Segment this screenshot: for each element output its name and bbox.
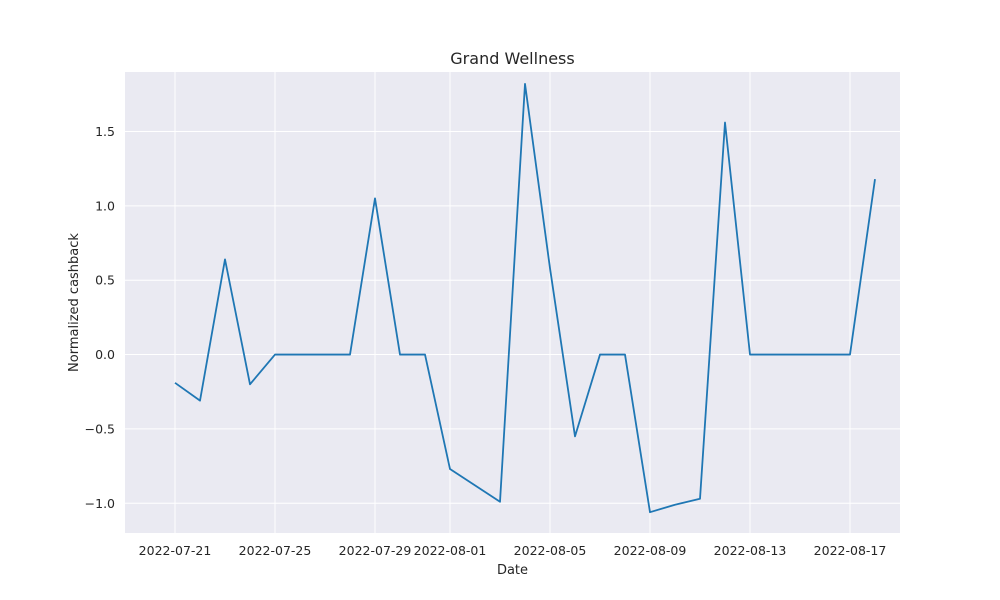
y-tick-label: −1.0 [85,496,115,511]
y-axis-label: Normalized cashback [67,233,82,372]
x-tick-label: 2022-08-17 [814,543,887,558]
x-tick-label: 2022-08-01 [414,543,487,558]
x-tick-label: 2022-07-25 [239,543,312,558]
x-tick-label: 2022-07-21 [139,543,212,558]
x-tick-label: 2022-07-29 [339,543,412,558]
y-tick-label: 0.0 [95,347,115,362]
y-tick-label: 1.5 [95,124,115,139]
x-gridlines [174,72,851,533]
series-line [174,83,876,514]
y-tick-label: 0.5 [95,273,115,288]
x-axis-label: Date [497,563,528,578]
x-tick-label: 2022-08-09 [614,543,687,558]
y-tick-labels: 1.5 1.0 0.5 0.0 −0.5 −1.0 [85,124,115,511]
y-tick-label: 1.0 [95,198,115,213]
chart-title: Grand Wellness [450,49,574,68]
x-tick-labels: 2022-07-21 2022-07-25 2022-07-29 2022-08-01… [139,543,887,558]
x-tick-label: 2022-08-05 [514,543,587,558]
x-tick-label: 2022-08-13 [714,543,787,558]
y-tick-label: −0.5 [85,421,115,436]
